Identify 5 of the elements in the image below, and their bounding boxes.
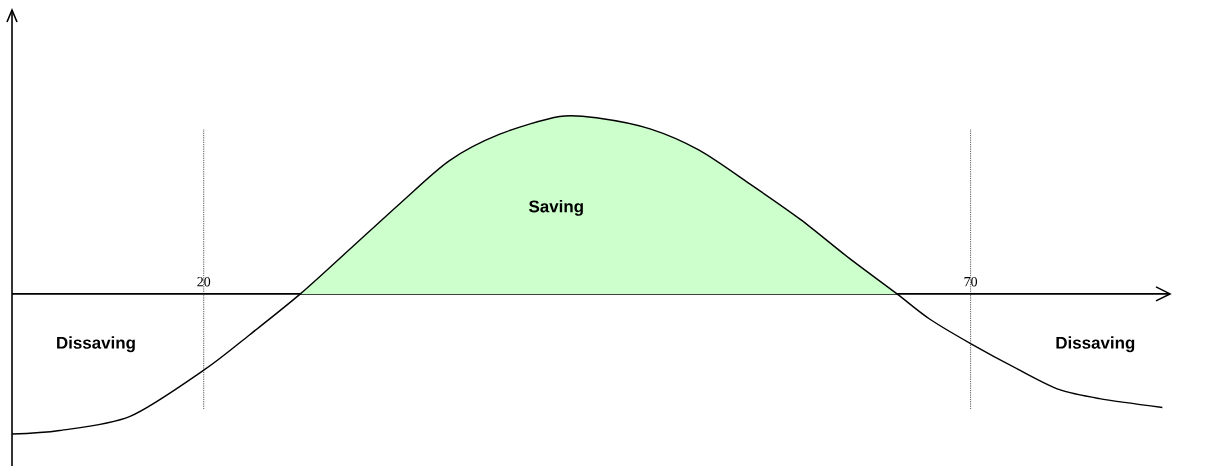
- x-tick-label: 20: [197, 277, 211, 287]
- x-tick-label: 70: [964, 277, 978, 287]
- annotation: Dissaving: [1056, 336, 1135, 353]
- annotation: Saving: [528, 200, 583, 216]
- annotation: Dissaving: [57, 336, 135, 353]
